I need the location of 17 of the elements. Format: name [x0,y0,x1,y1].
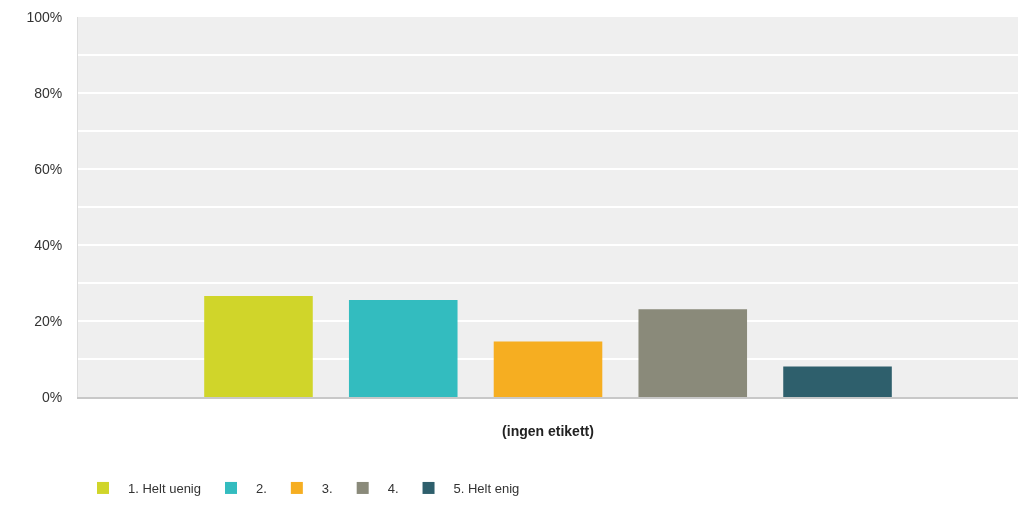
bar [204,295,313,397]
legend-label: 5. Helt enig [453,481,520,497]
y-tick-label: 0% [41,388,63,405]
bar [638,309,748,397]
bar [493,341,603,397]
legend-label: 2. [256,481,267,497]
y-tick-label: 100% [26,8,63,25]
legend-label: 4. [387,481,399,497]
y-tick-label: 20% [34,312,63,329]
bar [348,300,458,397]
x-tick-label: (ingen etikett) [502,422,594,439]
y-tick-label: 40% [34,236,63,253]
y-tick-label: 60% [34,160,63,177]
legend-label: 3. [321,481,333,497]
y-tick-label: 80% [34,84,63,101]
bar [783,366,892,397]
legend-label: 1. Helt uenig [128,481,201,497]
